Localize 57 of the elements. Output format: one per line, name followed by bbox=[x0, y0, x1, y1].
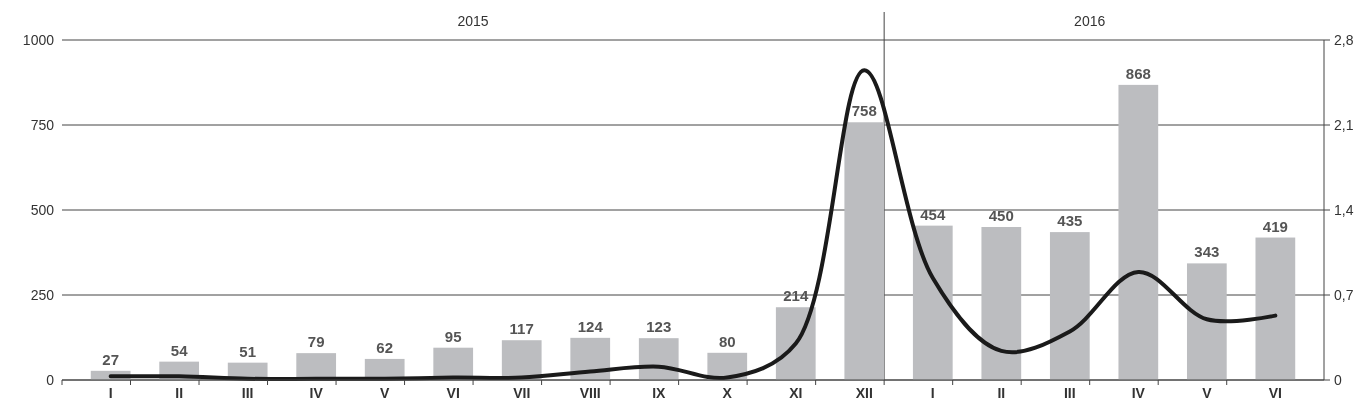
x-tick-label: VI bbox=[446, 385, 460, 401]
x-tick-label: IV bbox=[309, 385, 324, 401]
x-tick-label: II bbox=[175, 385, 184, 401]
bar bbox=[981, 227, 1022, 380]
bar bbox=[1049, 232, 1090, 380]
x-tick-label: I bbox=[108, 385, 113, 401]
bar bbox=[1186, 263, 1227, 380]
x-tick-label: III bbox=[241, 385, 254, 401]
data-label: 419 bbox=[1262, 217, 1288, 235]
data-label: 54 bbox=[170, 341, 189, 359]
x-tick-label: III bbox=[1063, 385, 1076, 401]
bar bbox=[1118, 84, 1159, 380]
bar bbox=[501, 340, 542, 380]
bar bbox=[775, 307, 816, 380]
x-tick-label: XI bbox=[789, 385, 803, 401]
y2-tick-label: 0 bbox=[1334, 371, 1342, 388]
data-label: 435 bbox=[1057, 212, 1083, 230]
y-tick-label: 1000 bbox=[22, 31, 55, 48]
y-tick-label: 500 bbox=[30, 201, 55, 218]
x-tick-label: VIII bbox=[579, 385, 601, 401]
data-label: 450 bbox=[988, 207, 1014, 224]
data-label: 27 bbox=[102, 350, 119, 368]
x-tick-label: VI bbox=[1268, 385, 1282, 401]
data-label: 95 bbox=[444, 327, 462, 345]
data-label: 117 bbox=[509, 320, 534, 338]
data-label: 80 bbox=[718, 332, 736, 350]
y-tick-label: 250 bbox=[30, 286, 55, 303]
bar bbox=[296, 353, 337, 380]
data-label: 51 bbox=[239, 342, 257, 360]
data-label: 454 bbox=[920, 205, 946, 223]
y2-tick-label: 0,7 bbox=[1334, 286, 1354, 303]
bar bbox=[844, 122, 885, 380]
data-label: 124 bbox=[577, 317, 604, 335]
x-tick-label: V bbox=[380, 385, 391, 401]
y2-tick-label: 2,1 bbox=[1334, 116, 1354, 133]
y-tick-label: 0 bbox=[46, 371, 55, 388]
x-tick-label: X bbox=[722, 385, 733, 401]
y2-tick-label: 2,8 bbox=[1334, 31, 1354, 48]
y-tick-label: 750 bbox=[30, 116, 55, 133]
x-tick-label: XII bbox=[855, 385, 873, 401]
bar bbox=[912, 225, 953, 380]
data-label: 758 bbox=[851, 102, 877, 120]
x-tick-label: II bbox=[997, 385, 1006, 401]
data-label: 123 bbox=[646, 318, 672, 336]
text: 2015 bbox=[457, 13, 489, 29]
x-tick-label: I bbox=[930, 385, 935, 401]
x-tick-label: IV bbox=[1131, 385, 1146, 401]
data-label: 343 bbox=[1194, 243, 1220, 261]
x-tick-label: V bbox=[1202, 385, 1213, 401]
text: 2016 bbox=[1074, 13, 1106, 29]
bar bbox=[1255, 237, 1296, 380]
x-tick-label: IX bbox=[652, 385, 667, 401]
x-tick-label: VII bbox=[513, 385, 531, 401]
data-label: 62 bbox=[376, 338, 394, 356]
data-label: 79 bbox=[307, 333, 325, 351]
data-label: 868 bbox=[1125, 64, 1151, 82]
y2-tick-label: 1,4 bbox=[1334, 201, 1354, 218]
